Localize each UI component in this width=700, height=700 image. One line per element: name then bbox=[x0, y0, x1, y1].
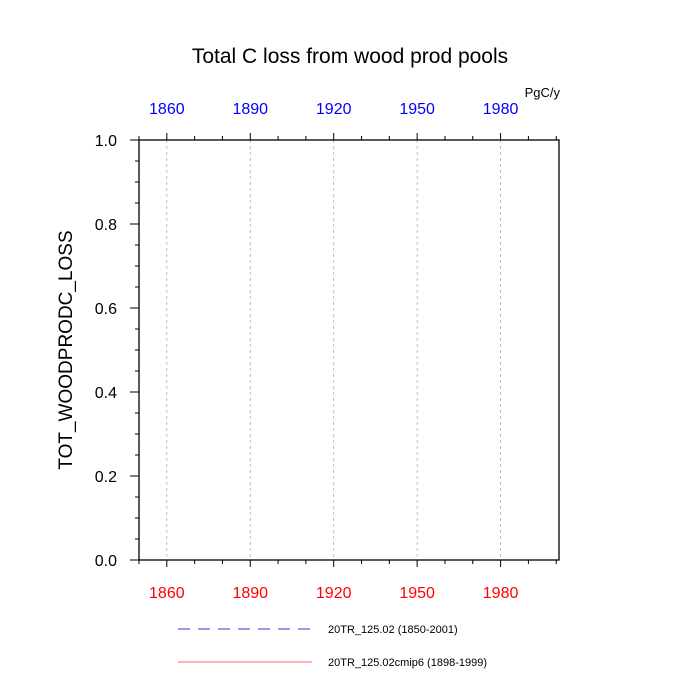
x-axis-bottom-ticks: 1860 1890 1920 1950 1980 bbox=[149, 560, 518, 602]
y-tick-label: 0.8 bbox=[95, 217, 117, 234]
x-top-tick-label: 1890 bbox=[232, 101, 268, 118]
x-top-tick-label: 1950 bbox=[399, 101, 435, 118]
y-tick-label: 0.4 bbox=[95, 385, 117, 402]
x-top-tick-label: 1860 bbox=[149, 101, 185, 118]
x-bottom-tick-label: 1980 bbox=[483, 585, 519, 602]
grid-lines bbox=[166, 140, 501, 560]
y-tick-label: 0.6 bbox=[95, 301, 117, 318]
chart-title: Total C loss from wood prod pools bbox=[192, 45, 508, 68]
y-tick-label: 1.0 bbox=[95, 133, 117, 150]
x-top-tick-label: 1980 bbox=[483, 101, 519, 118]
x-bottom-tick-label: 1920 bbox=[316, 585, 352, 602]
x-axis-top-ticks: 1860 1890 1920 1950 1980 bbox=[149, 101, 518, 140]
units-label: PgC/y bbox=[525, 85, 561, 100]
y-tick-label: 0.2 bbox=[95, 469, 117, 486]
plot-frame bbox=[138, 139, 560, 561]
x-bottom-tick-label: 1890 bbox=[232, 585, 268, 602]
y-axis-ticks: 0.0 0.2 0.4 0.6 0.8 1.0 bbox=[95, 133, 139, 570]
legend: 20TR_125.02 (1850-2001) 20TR_125.02cmip6 … bbox=[178, 624, 487, 669]
x-bottom-tick-label: 1950 bbox=[399, 585, 435, 602]
y-axis-label: TOT_WOODPRODC_LOSS bbox=[56, 230, 77, 469]
legend-label: 20TR_125.02cmip6 (1898-1999) bbox=[328, 657, 487, 669]
minor-ticks bbox=[135, 136, 557, 564]
x-bottom-tick-label: 1860 bbox=[149, 585, 185, 602]
y-tick-label: 0.0 bbox=[95, 553, 117, 570]
legend-label: 20TR_125.02 (1850-2001) bbox=[328, 624, 458, 636]
x-top-tick-label: 1920 bbox=[316, 101, 352, 118]
